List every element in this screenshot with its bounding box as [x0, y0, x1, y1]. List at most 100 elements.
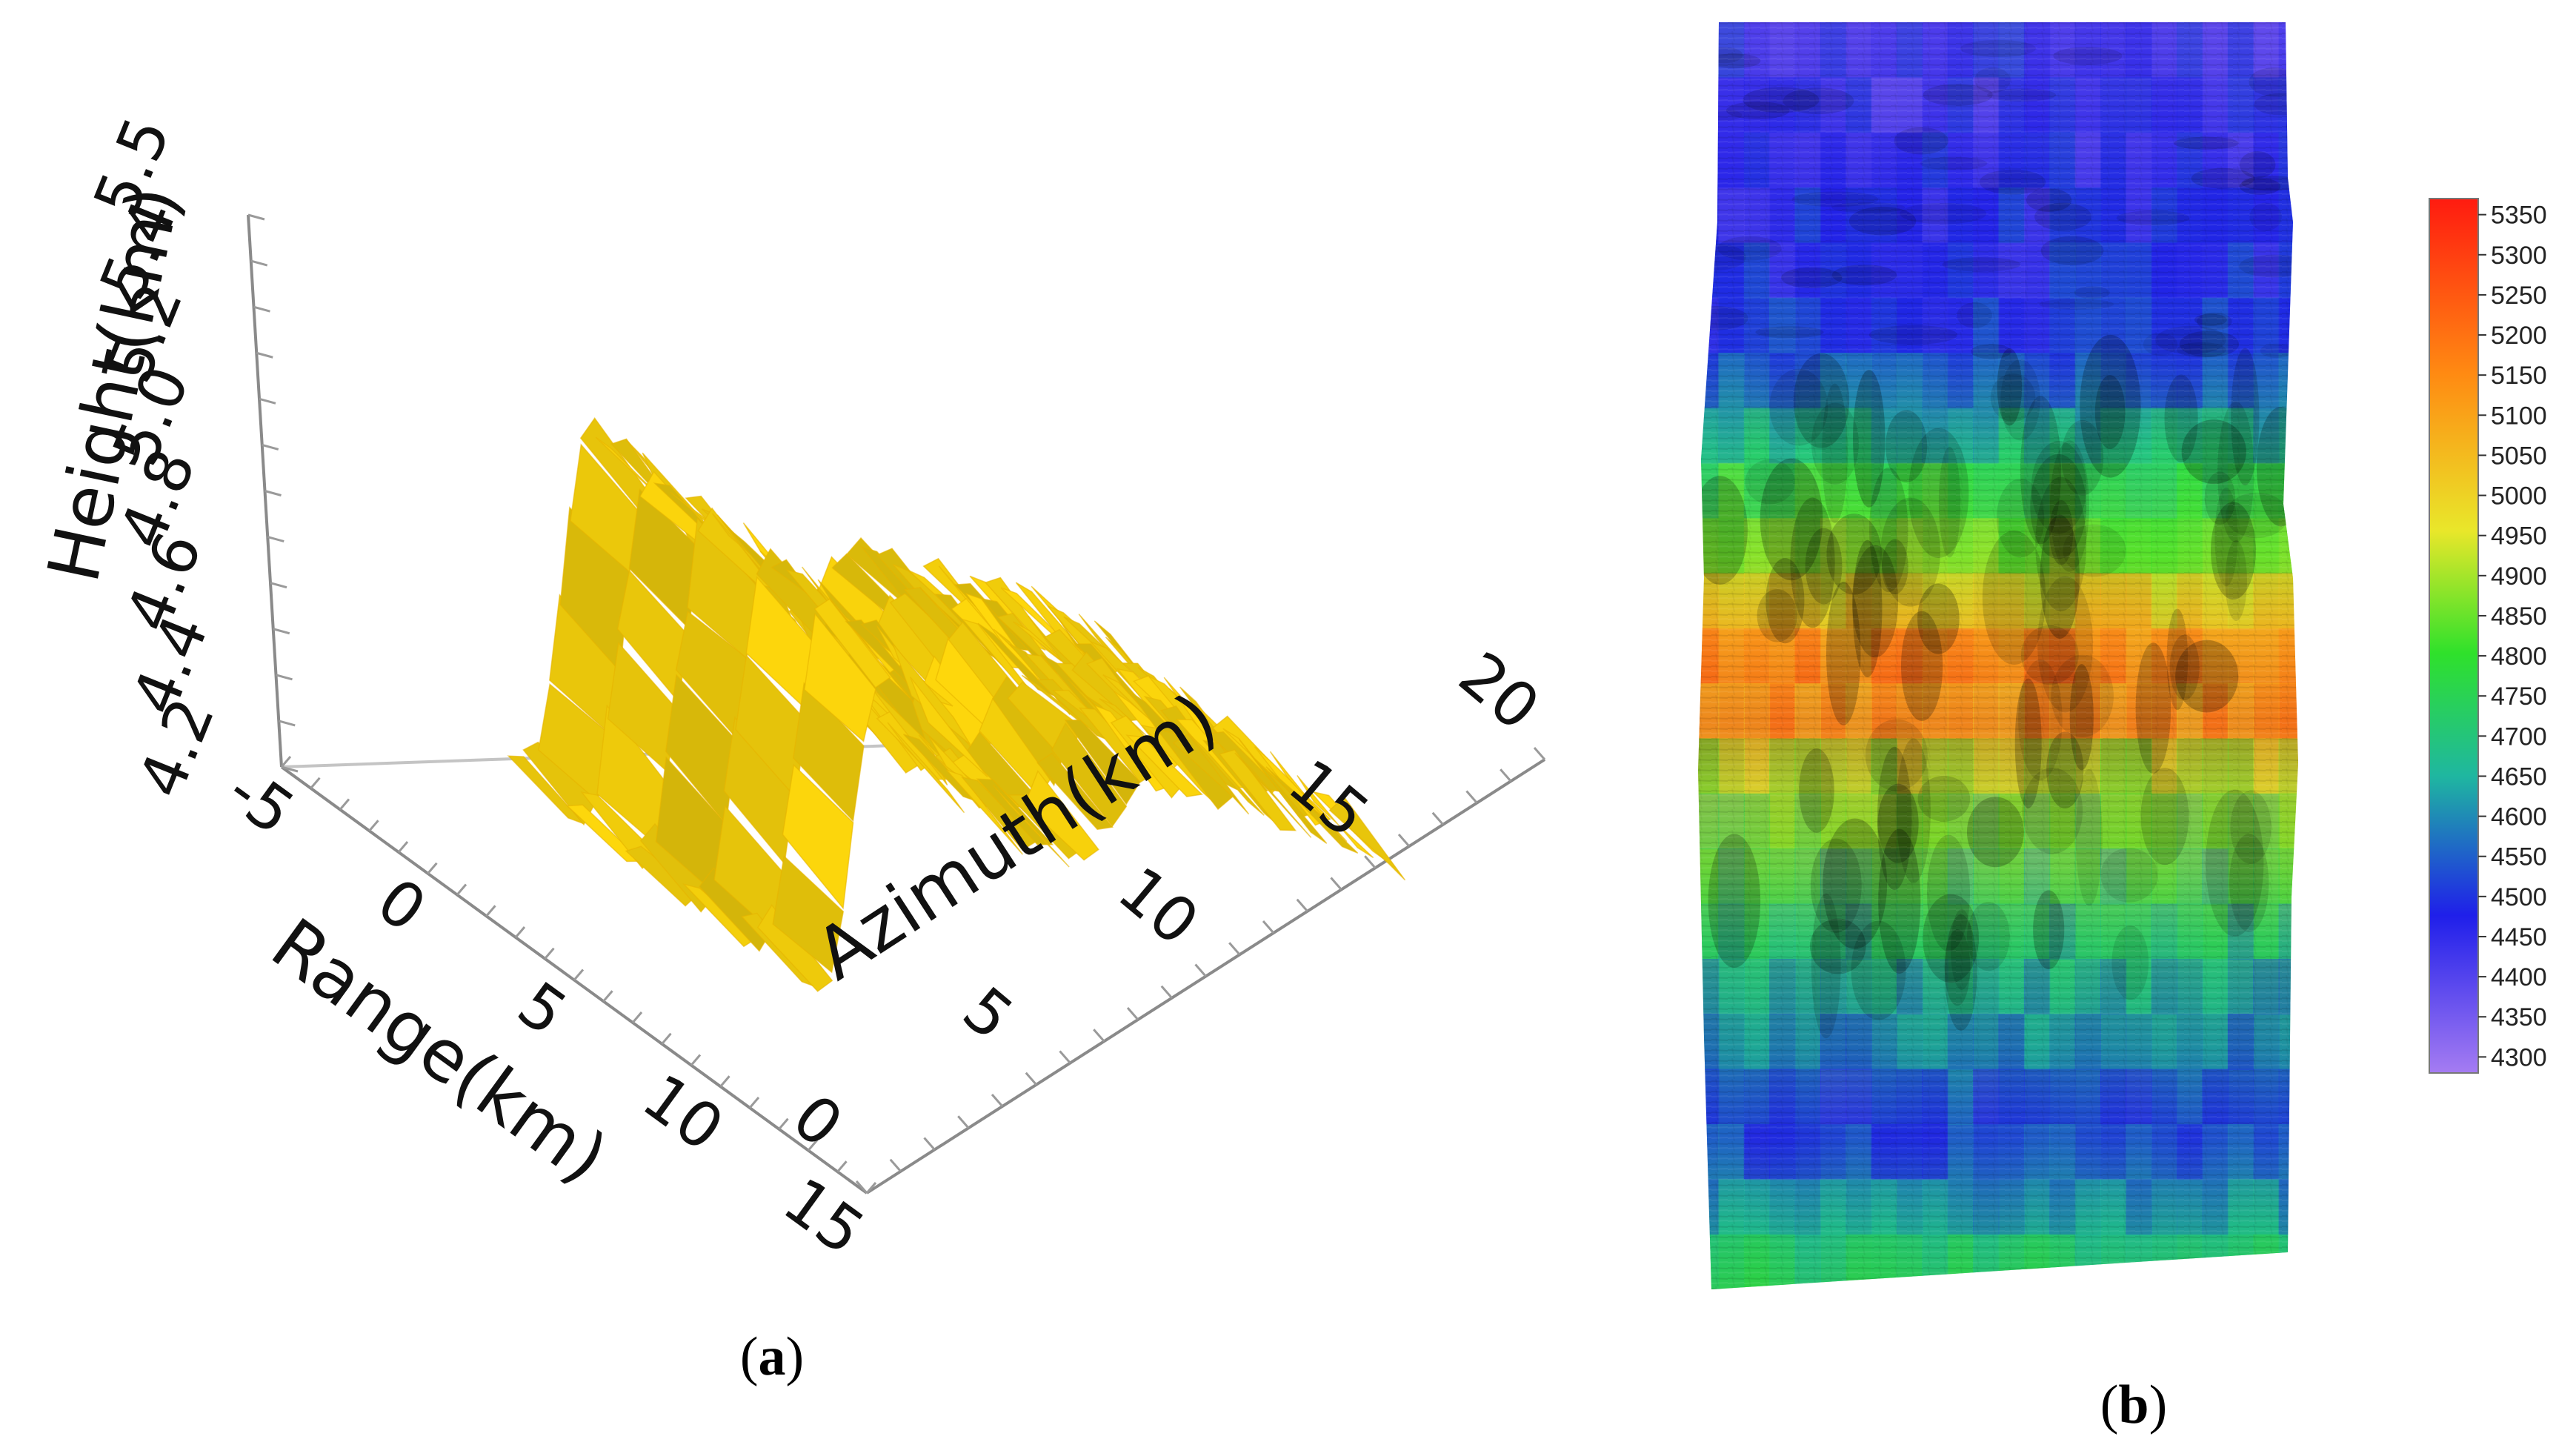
range-tick-mark	[485, 905, 496, 917]
surface-patch	[992, 785, 1070, 868]
colorbar-tick-label: 4850	[2491, 602, 2547, 631]
dem-cell	[1698, 132, 1720, 189]
surface-patch	[1024, 770, 1099, 861]
colorbar-tick-label: 5000	[2491, 482, 2547, 511]
colorbar-tick-label: 5300	[2491, 242, 2547, 270]
colorbar-tick-label: 4800	[2491, 642, 2547, 671]
range-tick-mark	[573, 968, 585, 981]
panel-a-close-paren: )	[786, 1326, 805, 1387]
azimuth-tick-mark	[889, 1158, 902, 1172]
height-tick-mark	[250, 259, 268, 267]
height-tick-mark	[281, 765, 299, 773]
height-tick-mark	[273, 628, 290, 635]
range-axis-label: Range(km)	[256, 903, 622, 1200]
azimuth-tick-mark	[1296, 898, 1308, 912]
panel-b-letter: b	[2118, 1375, 2149, 1435]
colorbar-tick-label: 5050	[2491, 442, 2547, 470]
range-tick-mark	[748, 1097, 760, 1109]
height-tick-mark	[262, 443, 279, 451]
surface-patch	[1282, 784, 1359, 854]
range-tick-mark	[427, 862, 438, 874]
yellow-height-surface	[507, 416, 1406, 992]
surface-patch	[1187, 733, 1265, 816]
surface-patch	[782, 763, 854, 910]
colorbar-tick-label: 5350	[2491, 202, 2547, 230]
range-tick-mark	[865, 1182, 877, 1194]
azimuth-tick-mark	[1228, 942, 1241, 956]
height-tick-mark	[259, 397, 276, 405]
panel-a-letter: a	[759, 1326, 786, 1387]
surface-patch	[1249, 754, 1328, 844]
surface-patch	[1218, 749, 1297, 831]
panel-b-close-paren: )	[2149, 1375, 2168, 1435]
height-tick-mark	[264, 490, 282, 496]
height-tick-mark	[276, 674, 293, 681]
height-tick-mark	[253, 305, 270, 313]
surface-patch	[892, 643, 971, 745]
azimuth-tick-label: 5	[950, 973, 1027, 1054]
dem-cell	[1698, 77, 1720, 133]
surface-patch	[813, 598, 891, 688]
azimuth-tick-mark	[1397, 834, 1411, 847]
azimuth-tick-mark	[855, 1180, 868, 1194]
range-tick-label: 10	[630, 1060, 736, 1165]
dem-cell	[1698, 187, 1720, 244]
range-tick-label: -5	[214, 754, 307, 849]
azimuth-tick-mark	[1500, 768, 1512, 783]
height-tick-mark	[267, 536, 284, 543]
colorbar-tick-label: 4600	[2491, 803, 2547, 831]
colorbar-tick-label: 4350	[2491, 1003, 2547, 1031]
azimuth-tick-mark	[1431, 811, 1444, 825]
surface-patch	[1254, 746, 1331, 826]
panel-label-b: (b)	[2100, 1375, 2167, 1435]
range-tick-mark	[719, 1075, 730, 1088]
azimuth-tick-mark	[923, 1137, 936, 1151]
azimuth-tick-label: 20	[1445, 638, 1553, 745]
surface-patch	[1297, 775, 1374, 859]
surface-patch	[1125, 734, 1203, 797]
surface-patch	[772, 854, 845, 974]
range-tick-mark	[778, 1117, 789, 1130]
surface-patch	[887, 722, 965, 814]
range-tick-mark	[836, 1160, 848, 1173]
range-tick-mark	[456, 883, 467, 896]
range-tick-mark	[397, 841, 409, 853]
height-tick-mark	[278, 720, 296, 727]
panel-b-open-paren: (	[2100, 1375, 2119, 1435]
surface-patch	[1328, 796, 1406, 881]
azimuth-tick-label: 10	[1105, 853, 1212, 960]
azimuth-tick-mark	[1533, 747, 1546, 760]
azimuth-tick-mark	[991, 1094, 1004, 1107]
panel-label-a: (a)	[740, 1326, 804, 1387]
colorbar-tick-label: 5250	[2491, 282, 2547, 310]
range-tick-mark	[368, 820, 379, 832]
colorbar-tick-label: 4650	[2491, 762, 2547, 791]
range-tick-mark	[544, 947, 555, 960]
colorbar-tick-label: 4400	[2491, 963, 2547, 991]
azimuth-tick-mark	[1025, 1071, 1037, 1086]
height-tick-mark	[256, 351, 273, 359]
dem-texture	[1698, 22, 2298, 1289]
range-tick-mark	[514, 926, 526, 938]
surface-patch	[1051, 722, 1128, 828]
range-tick-mark	[661, 1032, 672, 1045]
surface-axis-ticks	[247, 213, 1546, 1194]
surface-patch	[804, 612, 876, 742]
dem-heatmap-image	[1698, 22, 2298, 1289]
dem-cell	[1698, 22, 1720, 79]
surface-patch	[1269, 751, 1348, 843]
azimuth-tick-mark	[957, 1115, 970, 1129]
azimuth-tick-mark	[1093, 1029, 1105, 1043]
range-tick-mark	[690, 1054, 702, 1066]
azimuth-tick-mark	[1262, 920, 1275, 934]
colorbar-tick-label: 5150	[2491, 362, 2547, 390]
range-tick-mark	[807, 1139, 819, 1152]
colorbar-tick-label: 5200	[2491, 322, 2547, 350]
range-tick-mark	[602, 990, 613, 1003]
azimuth-tick-label: 0	[779, 1080, 856, 1161]
range-tick-mark	[310, 777, 321, 789]
colorbar-tick-label: 5100	[2491, 402, 2547, 430]
azimuth-tick-mark	[1194, 963, 1207, 977]
